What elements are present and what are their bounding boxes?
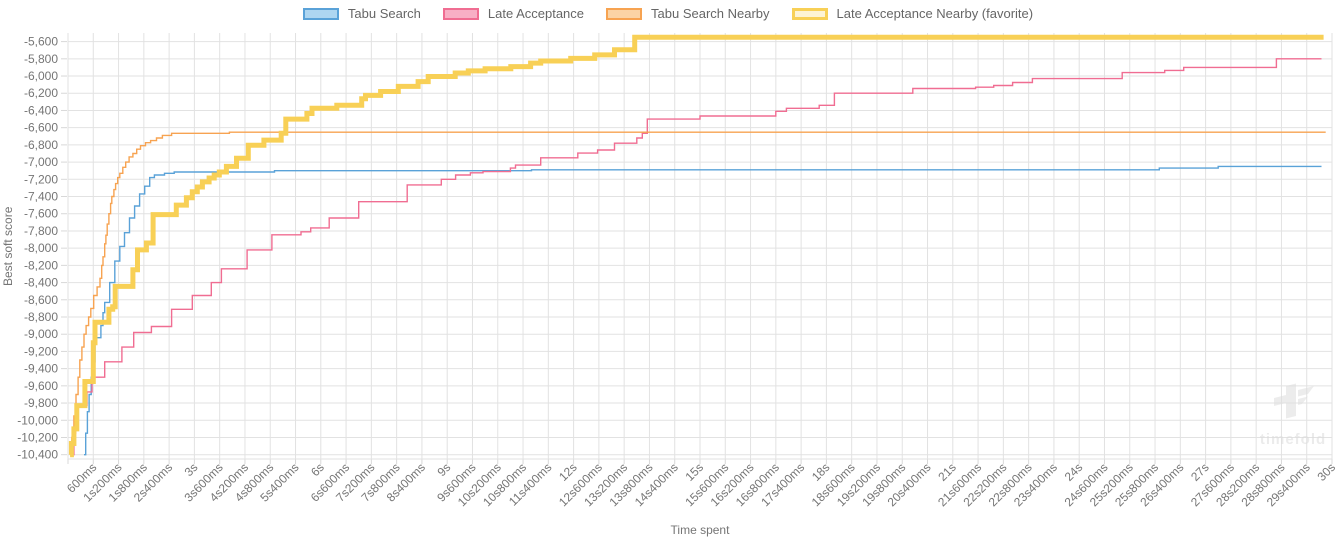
y-tick-label: -9,400 bbox=[24, 362, 58, 376]
y-tick-label: -8,000 bbox=[24, 241, 58, 255]
legend-item-tabu-search[interactable]: Tabu Search bbox=[302, 6, 421, 21]
y-tick-label: -6,800 bbox=[24, 138, 58, 152]
series-line-tabu-search bbox=[84, 165, 1322, 456]
y-tick-label: -9,800 bbox=[24, 396, 58, 410]
timefold-logo-icon bbox=[1274, 383, 1314, 419]
watermark-text: timefold bbox=[1259, 431, 1327, 448]
y-tick-label: -9,200 bbox=[24, 344, 58, 358]
legend-label: Late Acceptance Nearby (favorite) bbox=[836, 6, 1034, 21]
y-tick-label: -7,800 bbox=[24, 224, 58, 238]
y-tick-label: -9,000 bbox=[24, 327, 58, 341]
y-tick-label: -6,000 bbox=[24, 69, 58, 83]
y-tick-label: -9,600 bbox=[24, 379, 58, 393]
series-line-tabu-search-nearby bbox=[70, 131, 1326, 456]
series-line-late-acceptance-nearby-favorite bbox=[68, 34, 1324, 458]
legend-item-late-acceptance[interactable]: Late Acceptance bbox=[442, 6, 585, 21]
x-tick-label: 6s bbox=[308, 460, 327, 479]
y-tick-label: -7,000 bbox=[24, 155, 58, 169]
series-line-late-acceptance bbox=[72, 58, 1322, 456]
x-tick-label: 9s bbox=[434, 460, 453, 479]
timefold-watermark: timefold bbox=[1258, 382, 1328, 448]
y-tick-label: -5,600 bbox=[24, 35, 58, 49]
x-axis-title: Time spent bbox=[670, 523, 730, 537]
y-tick-label: -10,200 bbox=[17, 430, 58, 444]
legend-swatch bbox=[791, 7, 828, 20]
x-tick-label: 30s bbox=[1315, 460, 1336, 484]
legend-item-late-acceptance-nearby-favorite[interactable]: Late Acceptance Nearby (favorite) bbox=[791, 6, 1034, 21]
legend-swatch bbox=[606, 7, 643, 20]
y-tick-label: -6,400 bbox=[24, 103, 58, 117]
y-tick-label: -5,800 bbox=[24, 52, 58, 66]
y-tick-label: -8,200 bbox=[24, 258, 58, 272]
grid-lines: -5,600 -5,800 -6,000 -6,200 -6,400 -6,600 -6,8… bbox=[17, 33, 1336, 509]
legend-label: Tabu Search bbox=[347, 6, 421, 21]
y-tick-label: -6,200 bbox=[24, 86, 58, 100]
legend-swatch bbox=[302, 7, 339, 20]
y-tick-label: -7,200 bbox=[24, 172, 58, 186]
legend-label: Late Acceptance bbox=[487, 6, 585, 21]
legend-label: Tabu Search Nearby bbox=[651, 6, 770, 21]
y-tick-label: -7,600 bbox=[24, 207, 58, 221]
chart-legend: Tabu Search Late Acceptance Tabu Search Ne… bbox=[0, 6, 1336, 21]
legend-item-tabu-search-nearby[interactable]: Tabu Search Nearby bbox=[606, 6, 770, 21]
y-tick-label: -7,400 bbox=[24, 190, 58, 204]
x-tick-label: 3s bbox=[182, 460, 201, 479]
y-tick-label: -8,400 bbox=[24, 276, 58, 290]
y-tick-label: -6,600 bbox=[24, 121, 58, 135]
y-axis-title: Best soft score bbox=[1, 206, 15, 286]
legend-swatch bbox=[442, 7, 479, 20]
y-tick-label: -8,800 bbox=[24, 310, 58, 324]
y-tick-label: -10,400 bbox=[17, 448, 58, 462]
y-tick-label: -8,600 bbox=[24, 293, 58, 307]
y-tick-label: -10,000 bbox=[17, 413, 58, 427]
